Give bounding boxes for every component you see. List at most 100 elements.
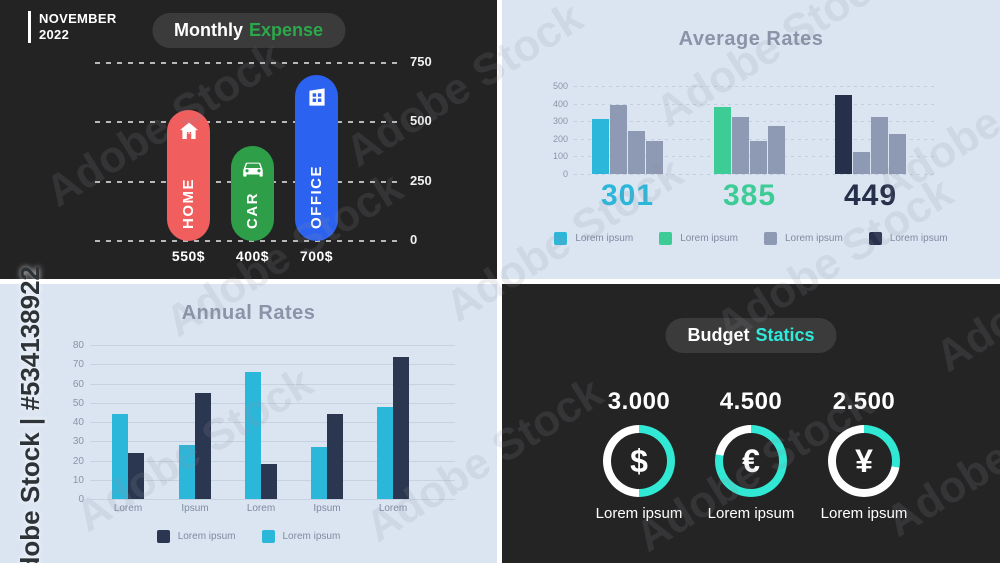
group-total: 385 bbox=[722, 179, 777, 212]
bar bbox=[646, 141, 663, 174]
x-tick-label: Lorem bbox=[246, 503, 276, 514]
bar-group bbox=[714, 86, 785, 174]
stat-value: 4.500 bbox=[719, 388, 783, 415]
title-part-statics: Statics bbox=[755, 325, 815, 345]
bar bbox=[311, 447, 327, 499]
bar bbox=[592, 119, 609, 174]
y-tick-label: 300 bbox=[552, 116, 568, 127]
gridline bbox=[90, 441, 455, 443]
average-rates-legend: Lorem ipsum Lorem ipsum Lorem ipsum Lorem i… bbox=[502, 232, 1000, 245]
y-tick-label: 500 bbox=[410, 113, 432, 129]
donut-hole: ¥ bbox=[836, 433, 892, 489]
car-icon bbox=[231, 155, 274, 181]
bar bbox=[768, 126, 785, 174]
legend-item: Lorem ipsum bbox=[659, 232, 738, 245]
average-rates-title: Average Rates bbox=[678, 28, 824, 50]
bar-group bbox=[592, 86, 663, 174]
office-icon bbox=[295, 84, 338, 110]
y-tick-label: 20 bbox=[72, 455, 84, 467]
y-tick-label: 30 bbox=[72, 436, 84, 448]
y-tick-label: 500 bbox=[552, 81, 568, 91]
currency-symbol: ¥ bbox=[855, 442, 873, 479]
home-icon bbox=[167, 119, 210, 143]
donut-hole: $ bbox=[611, 433, 667, 489]
title-part-budget: Budget bbox=[687, 325, 750, 345]
gridline bbox=[90, 422, 455, 423]
stat-value: 3.000 bbox=[607, 388, 671, 415]
legend-swatch bbox=[659, 232, 673, 245]
y-tick-label: 400 bbox=[552, 98, 568, 109]
bar bbox=[377, 407, 393, 499]
stat-donut: ¥ bbox=[828, 425, 900, 497]
monthly-expense-title: Monthly Expense bbox=[151, 13, 346, 48]
bar-label-text: HOME bbox=[180, 178, 197, 229]
bar bbox=[732, 117, 749, 174]
panel-monthly-expense: NOVEMBER 2022 Monthly Expense HOME CAR OFFI… bbox=[0, 0, 497, 279]
legend-item: Lorem ipsum bbox=[261, 530, 341, 543]
bar bbox=[245, 372, 261, 499]
stat-value: 2.500 bbox=[832, 388, 896, 415]
title-part-expense: Expense bbox=[248, 20, 324, 40]
bar bbox=[128, 453, 144, 499]
bar bbox=[750, 141, 767, 174]
gridline bbox=[90, 460, 455, 462]
bar-group bbox=[835, 86, 906, 174]
gridline bbox=[574, 138, 936, 140]
legend-label: Lorem ipsum bbox=[889, 233, 948, 244]
bar bbox=[628, 131, 645, 174]
gridline bbox=[90, 345, 455, 346]
bar-label: OFFICE bbox=[295, 165, 338, 229]
bar-label: CAR bbox=[231, 192, 274, 229]
period-label: NOVEMBER 2022 bbox=[28, 11, 117, 43]
gridline bbox=[574, 86, 936, 87]
legend-swatch bbox=[261, 530, 275, 543]
legend-label: Lorem ipsum bbox=[785, 233, 843, 244]
group-total: 301 bbox=[600, 179, 655, 212]
bar bbox=[179, 445, 195, 499]
currency-symbol: $ bbox=[630, 442, 648, 479]
bar-car: CAR bbox=[231, 146, 274, 241]
stat-donut: $ bbox=[603, 425, 675, 497]
budget-statics-title: Budget Statics bbox=[665, 318, 837, 353]
legend-swatch bbox=[868, 232, 882, 245]
legend-label: Lorem ipsum bbox=[282, 531, 341, 542]
currency-symbol: € bbox=[742, 442, 760, 479]
y-tick-label: 250 bbox=[410, 172, 432, 188]
stat-label: Lorem ipsum bbox=[707, 505, 795, 522]
x-tick-label: Ipsum bbox=[181, 503, 209, 514]
panel-budget-statics: Budget Statics 3.000 $ Lorem ipsum 4.500 € Lor… bbox=[502, 284, 1000, 563]
bar-value-label: 400$ bbox=[235, 248, 270, 264]
bar-value-label: 550$ bbox=[171, 248, 206, 264]
gridline bbox=[95, 121, 400, 124]
y-tick-label: 60 bbox=[72, 378, 84, 390]
gridline bbox=[95, 62, 400, 64]
y-tick-label: 40 bbox=[72, 417, 84, 428]
gridline bbox=[574, 103, 936, 105]
bar-value-label: 700$ bbox=[299, 248, 334, 264]
legend-label: Lorem ipsum bbox=[177, 531, 236, 542]
bar bbox=[393, 357, 409, 499]
bar bbox=[112, 414, 128, 499]
legend-item: Lorem ipsum bbox=[868, 232, 948, 245]
monthly-expense-chart: HOME CAR OFFICE bbox=[95, 62, 400, 242]
bar-label: HOME bbox=[167, 178, 210, 229]
gridline bbox=[90, 364, 455, 366]
y-tick-label: 80 bbox=[72, 340, 84, 351]
legend-swatch bbox=[554, 232, 568, 245]
bar bbox=[853, 152, 870, 174]
bar bbox=[889, 134, 906, 174]
legend-swatch bbox=[156, 530, 170, 543]
gridline bbox=[90, 383, 455, 385]
y-tick-label: 0 bbox=[410, 232, 418, 247]
bar bbox=[835, 95, 852, 174]
period-year: 2022 bbox=[39, 27, 70, 42]
y-tick-label: 70 bbox=[72, 359, 84, 371]
legend-item: Lorem ipsum bbox=[156, 530, 236, 543]
office-icon bbox=[308, 88, 325, 106]
donut-hole: € bbox=[723, 433, 779, 489]
bar bbox=[261, 464, 277, 499]
bar-label-text: OFFICE bbox=[308, 165, 325, 229]
panel-average-rates: Average Rates 500 400 300 200 100 0 301 385 449 … bbox=[502, 0, 1000, 279]
annual-rates-legend: Lorem ipsum Lorem ipsum bbox=[0, 530, 497, 543]
